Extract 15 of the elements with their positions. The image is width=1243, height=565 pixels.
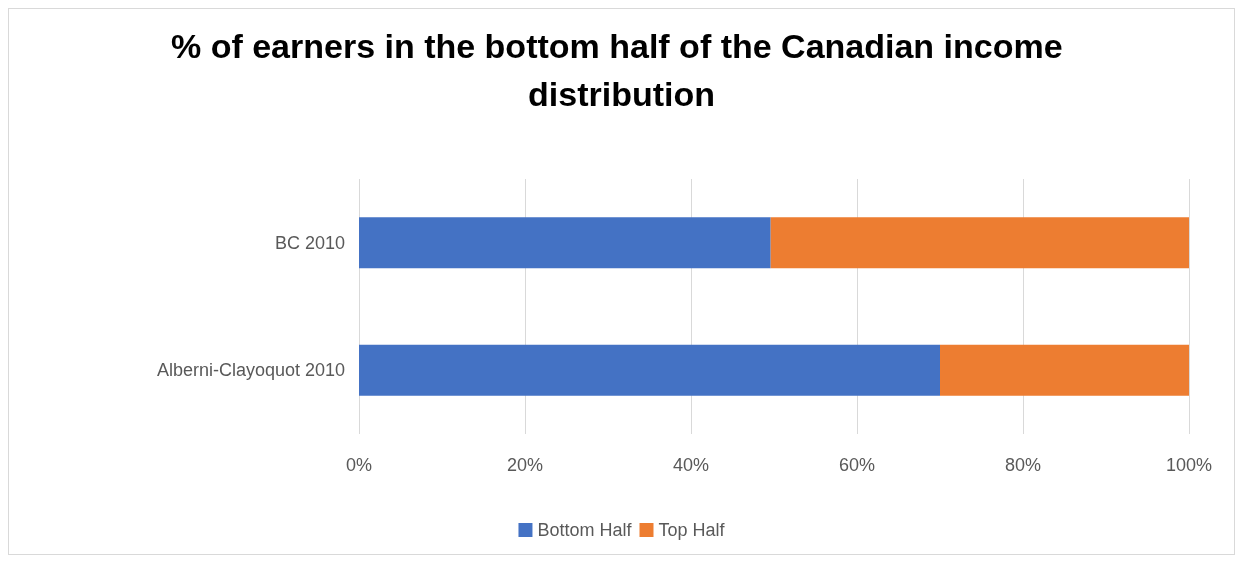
- legend-label: Top Half: [658, 520, 726, 540]
- x-tick-label: 0%: [345, 455, 373, 475]
- chart-title: % of earners in the bottom half of the Canadian income distribution: [170, 27, 1073, 113]
- x-tick-label: 60%: [838, 455, 876, 475]
- legend-label: Bottom Half: [537, 520, 633, 540]
- bar: [940, 344, 1189, 396]
- bar: [359, 344, 940, 396]
- y-tick-label: Alberni-Clayoquot 2010: [156, 360, 345, 381]
- x-tick-label: 80%: [1004, 455, 1042, 475]
- bar: [359, 217, 771, 269]
- x-tick-label: 20%: [506, 455, 544, 475]
- y-tick-label: BC 2010: [274, 232, 345, 253]
- x-tick-label: 100%: [1165, 455, 1213, 475]
- x-tick-label: 40%: [672, 455, 710, 475]
- bar: [770, 217, 1189, 269]
